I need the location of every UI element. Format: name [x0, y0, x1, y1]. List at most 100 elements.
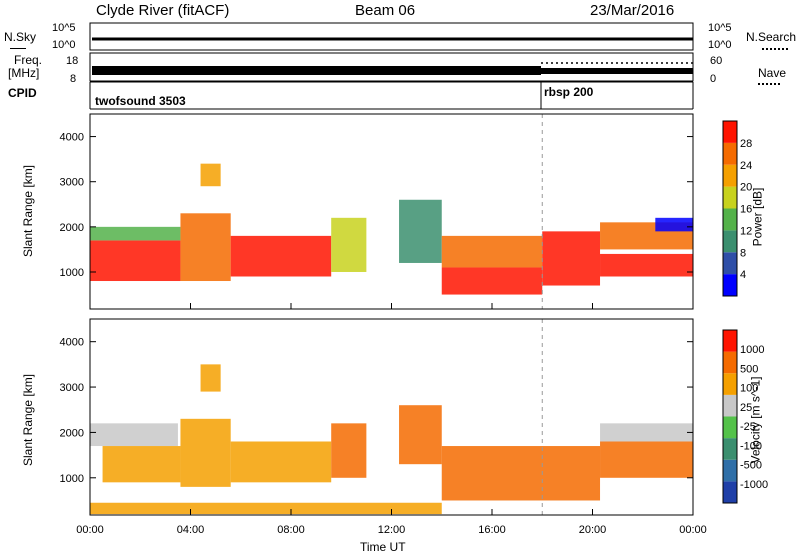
power-region-0 [90, 240, 181, 282]
freq-unit-label: [MHz] [8, 66, 40, 80]
nsky-panel-frame [89, 22, 694, 51]
power-ytick-label-0: 4000 [60, 132, 84, 144]
nsky-tick-low: 10^0 [52, 39, 76, 51]
nave-label: Nave [758, 66, 787, 80]
power-region-9 [542, 231, 601, 286]
nsearch-label: N.Search [746, 30, 797, 44]
velocity-ytick-label-3: 1000 [60, 473, 84, 485]
power-region-8 [441, 235, 543, 268]
power-colorbar-swatch-1 [723, 252, 737, 275]
xtick-label-5: 20:00 [579, 524, 607, 536]
beam-title: Beam 06 [355, 2, 416, 19]
xtick-label-0: 00:00 [76, 524, 104, 536]
time-axis-label: Time UT [360, 540, 406, 554]
velocity-colorbar-swatch-2 [723, 438, 737, 460]
power-colorbar-tick-0: 28 [740, 138, 752, 150]
xtick-label-6: 00:00 [679, 524, 707, 536]
power-panel-ylabel: Slant Range [km] [21, 164, 36, 258]
power-colorbar-tick-1: 24 [740, 160, 752, 172]
power-colorbar-swatch-6 [723, 142, 737, 165]
power-colorbar-swatch-4 [723, 186, 737, 209]
power-colorbar-tick-3: 16 [740, 204, 752, 216]
velocity-region-5 [331, 423, 367, 478]
power-colorbar-swatch-5 [723, 164, 737, 187]
cpid-label: CPID [8, 86, 37, 100]
velocity-colorbar-frame [722, 329, 738, 504]
velocity-colorbar-swatch-5 [723, 373, 737, 395]
velocity-region-3 [200, 364, 221, 392]
velocity-colorbar-swatch-1 [723, 459, 737, 482]
velocity-colorbar-tick-0: 1000 [740, 344, 764, 356]
velocity-region-9 [600, 423, 693, 442]
power-colorbar-tick-4: 12 [740, 225, 752, 237]
power-colorbar-swatch-7 [723, 121, 737, 143]
nave-tick-low: 0 [710, 73, 717, 85]
power-region-3 [200, 163, 221, 187]
power-region-6 [399, 199, 442, 263]
velocity-colorbar-swatch-0 [723, 481, 737, 503]
velocity-colorbar-tick-7: -1000 [740, 479, 768, 491]
power-colorbar-frame [722, 120, 738, 297]
velocity-region-0 [90, 423, 178, 447]
velocity-colorbar-tick-4: -25 [740, 421, 756, 433]
nsky-legend-line [10, 48, 26, 49]
freq-panel-frame [89, 52, 694, 82]
velocity-region-2 [180, 418, 231, 487]
power-colorbar-label: Power [dB] [750, 187, 765, 247]
velocity-colorbar-tick-2: 100 [740, 383, 758, 395]
nsky-label: N.Sky [4, 30, 37, 44]
velocity-colorbar-tick-1: 500 [740, 363, 758, 375]
velocity-panel: 4000 3000 2000 1000 00:00 04:00 08:00 12:00 16:0… [60, 318, 707, 536]
freq-label: Freq. [14, 53, 43, 67]
velocity-colorbar-tick-5: -100 [740, 440, 762, 452]
velocity-region-8 [600, 441, 693, 478]
date-title: 23/Mar/2016 [590, 2, 675, 19]
colorbars: 28 24 20 16 12 8 4 1000 500 100 25 -25 -100 -500 -1000 [722, 120, 768, 504]
velocity-ytick-label-0: 4000 [60, 337, 84, 349]
power-ytick-label-3: 1000 [60, 267, 84, 279]
velocity-ytick-label-2: 2000 [60, 427, 84, 439]
cpid-segment-1-label: twofsound 3503 [95, 94, 186, 108]
power-region-12 [655, 217, 693, 232]
xtick-label-2: 08:00 [277, 524, 305, 536]
power-region-4 [230, 235, 332, 277]
power-colorbar-swatch-0 [723, 274, 737, 296]
velocity-colorbar-swatch-6 [723, 351, 737, 374]
velocity-region-10 [90, 502, 442, 515]
nave-legend-line [758, 83, 780, 85]
freq-trace [92, 66, 541, 75]
power-region-7 [441, 267, 543, 295]
velocity-region-4 [230, 441, 332, 483]
velocity-colorbar-swatch-7 [723, 330, 737, 352]
velocity-region-7 [441, 446, 601, 501]
power-colorbar-tick-2: 20 [740, 182, 752, 194]
power-region-5 [331, 217, 367, 272]
power-panel: 4000 3000 2000 1000 [60, 113, 694, 310]
nsky-tick-high: 10^5 [52, 22, 76, 34]
velocity-colorbar-swatch-4 [723, 394, 737, 417]
velocity-region-1 [102, 446, 181, 483]
power-region-2 [180, 213, 231, 282]
power-ytick-label-2: 2000 [60, 222, 84, 234]
velocity-ytick-label-1: 3000 [60, 382, 84, 394]
cpid-segment-2-label: rbsp 200 [544, 85, 594, 99]
freq-tick-high: 18 [66, 55, 79, 67]
nsearch-tick-low: 10^0 [708, 39, 732, 51]
velocity-colorbar-label: Velocity [m s^-1] [748, 376, 763, 464]
velocity-colorbar-tick-3: 25 [740, 402, 752, 414]
station-title: Clyde River (fitACF) [96, 2, 230, 19]
xtick-label-3: 12:00 [378, 524, 406, 536]
xtick-label-1: 04:00 [177, 524, 205, 536]
power-colorbar-tick-6: 4 [740, 269, 746, 281]
power-region-10 [600, 253, 693, 277]
nsearch-legend-line [762, 48, 788, 50]
freq-tick-low: 8 [70, 73, 77, 85]
nave-tick-high: 60 [710, 55, 723, 67]
freq-trace-late [541, 68, 693, 74]
velocity-colorbar-swatch-3 [723, 416, 737, 439]
power-region-1 [90, 226, 181, 241]
power-colorbar-swatch-3 [723, 208, 737, 231]
xtick-label-4: 16:00 [478, 524, 506, 536]
velocity-panel-ylabel: Slant Range [km] [21, 373, 36, 467]
